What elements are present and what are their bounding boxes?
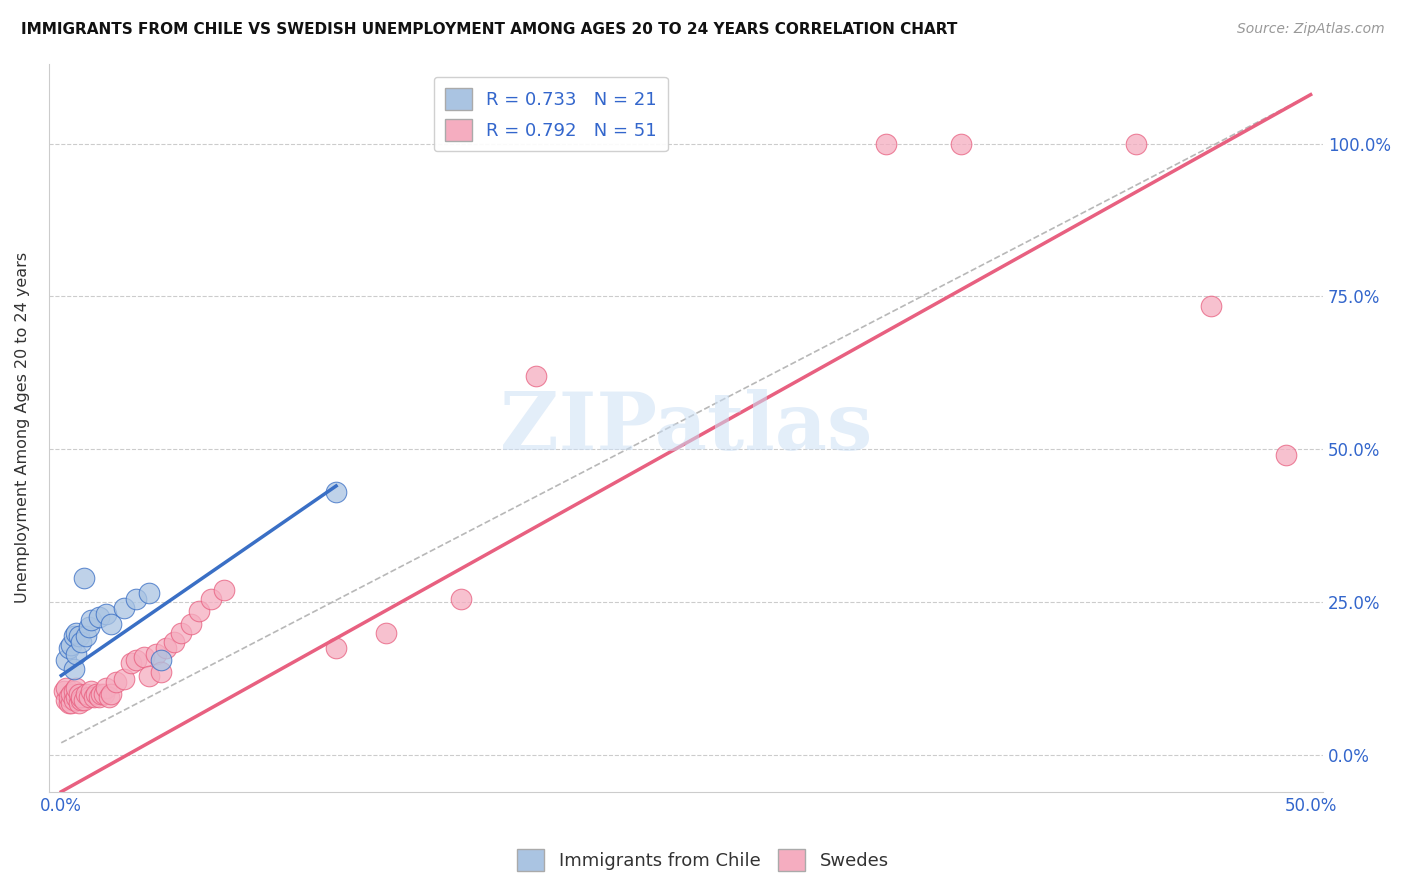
Point bbox=[132, 650, 155, 665]
Legend: R = 0.733   N = 21, R = 0.792   N = 51: R = 0.733 N = 21, R = 0.792 N = 51 bbox=[433, 77, 668, 152]
Point bbox=[65, 690, 87, 704]
Point bbox=[97, 690, 120, 704]
Legend: Immigrants from Chile, Swedes: Immigrants from Chile, Swedes bbox=[510, 842, 896, 879]
Point bbox=[100, 687, 122, 701]
Point bbox=[60, 687, 83, 701]
Point bbox=[55, 693, 77, 707]
Point bbox=[100, 616, 122, 631]
Point bbox=[73, 693, 96, 707]
Point bbox=[58, 640, 80, 655]
Point bbox=[65, 647, 87, 661]
Point bbox=[77, 619, 100, 633]
Point bbox=[62, 629, 84, 643]
Point bbox=[138, 586, 160, 600]
Point bbox=[70, 693, 93, 707]
Point bbox=[325, 640, 347, 655]
Text: ZIPatlas: ZIPatlas bbox=[499, 389, 872, 467]
Point bbox=[73, 571, 96, 585]
Point bbox=[55, 681, 77, 695]
Point bbox=[96, 681, 118, 695]
Point bbox=[375, 625, 398, 640]
Point bbox=[83, 690, 105, 704]
Point bbox=[87, 690, 110, 704]
Point bbox=[163, 635, 186, 649]
Point bbox=[150, 653, 173, 667]
Point bbox=[125, 653, 148, 667]
Point bbox=[112, 672, 135, 686]
Point bbox=[55, 653, 77, 667]
Point bbox=[325, 485, 347, 500]
Point bbox=[60, 696, 83, 710]
Point bbox=[200, 592, 222, 607]
Point bbox=[150, 665, 173, 680]
Point bbox=[62, 693, 84, 707]
Point bbox=[170, 625, 193, 640]
Point bbox=[58, 690, 80, 704]
Point bbox=[80, 614, 103, 628]
Point bbox=[180, 616, 202, 631]
Point bbox=[62, 662, 84, 676]
Point bbox=[62, 683, 84, 698]
Point bbox=[52, 683, 75, 698]
Point bbox=[70, 635, 93, 649]
Point bbox=[80, 683, 103, 698]
Point bbox=[67, 629, 90, 643]
Point bbox=[187, 604, 209, 618]
Point bbox=[112, 601, 135, 615]
Point bbox=[67, 687, 90, 701]
Point bbox=[875, 136, 897, 151]
Point bbox=[105, 674, 128, 689]
Point bbox=[120, 657, 142, 671]
Point bbox=[125, 592, 148, 607]
Point bbox=[1125, 136, 1147, 151]
Point bbox=[65, 625, 87, 640]
Point bbox=[96, 607, 118, 622]
Point bbox=[67, 696, 90, 710]
Point bbox=[93, 687, 115, 701]
Y-axis label: Unemployment Among Ages 20 to 24 years: Unemployment Among Ages 20 to 24 years bbox=[15, 252, 30, 604]
Point bbox=[1274, 449, 1296, 463]
Point bbox=[145, 647, 167, 661]
Point bbox=[58, 696, 80, 710]
Point bbox=[212, 582, 235, 597]
Point bbox=[138, 668, 160, 682]
Point bbox=[450, 592, 472, 607]
Text: Source: ZipAtlas.com: Source: ZipAtlas.com bbox=[1237, 22, 1385, 37]
Point bbox=[70, 690, 93, 704]
Point bbox=[75, 629, 97, 643]
Point bbox=[65, 681, 87, 695]
Point bbox=[524, 368, 547, 383]
Point bbox=[75, 687, 97, 701]
Point bbox=[77, 690, 100, 704]
Point bbox=[949, 136, 972, 151]
Point bbox=[84, 687, 107, 701]
Point bbox=[90, 687, 112, 701]
Point bbox=[1199, 299, 1222, 313]
Point bbox=[60, 638, 83, 652]
Point bbox=[87, 610, 110, 624]
Point bbox=[155, 640, 177, 655]
Text: IMMIGRANTS FROM CHILE VS SWEDISH UNEMPLOYMENT AMONG AGES 20 TO 24 YEARS CORRELAT: IMMIGRANTS FROM CHILE VS SWEDISH UNEMPLO… bbox=[21, 22, 957, 37]
